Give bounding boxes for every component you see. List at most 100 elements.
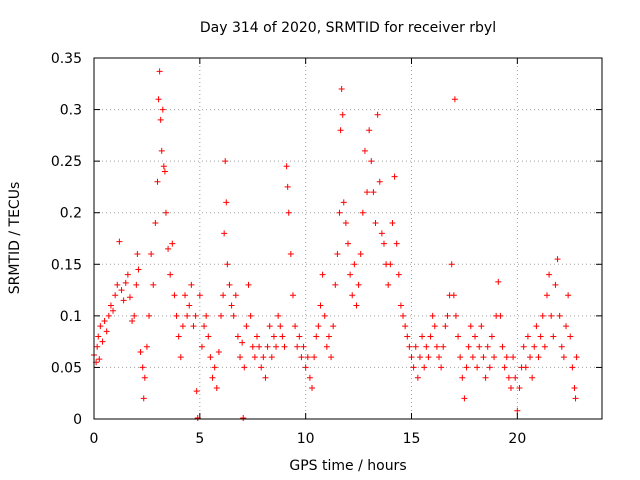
data-point (423, 343, 430, 350)
data-point (402, 323, 409, 330)
data-point (452, 312, 459, 319)
data-point (395, 271, 402, 278)
data-point (207, 354, 214, 361)
data-point (321, 312, 328, 319)
data-point (146, 312, 153, 319)
data-point (529, 374, 536, 381)
data-point (400, 312, 407, 319)
data-point (315, 323, 322, 330)
data-point (167, 271, 174, 278)
y-tick-label: 0.15 (51, 257, 82, 273)
data-point (412, 343, 419, 350)
data-point (300, 343, 307, 350)
data-point (131, 312, 138, 319)
data-point (419, 333, 426, 340)
data-point (256, 343, 263, 350)
data-point (404, 333, 411, 340)
x-tick-label: 10 (297, 431, 315, 447)
data-point (427, 333, 434, 340)
data-point (450, 292, 457, 299)
data-point (442, 323, 449, 330)
data-point (476, 343, 483, 350)
data-point (118, 287, 125, 294)
data-point (436, 354, 443, 361)
data-point (499, 343, 506, 350)
data-point (535, 354, 542, 361)
data-point (135, 266, 142, 273)
data-point (223, 199, 230, 206)
data-point (497, 312, 504, 319)
data-point (105, 312, 112, 319)
data-point (560, 354, 567, 361)
x-tick-label: 15 (403, 431, 421, 447)
data-point (173, 312, 180, 319)
data-point (444, 312, 451, 319)
data-point (457, 354, 464, 361)
data-point (175, 333, 182, 340)
data-point (213, 385, 220, 392)
data-point (510, 354, 517, 361)
data-point (347, 271, 354, 278)
data-point (391, 173, 398, 180)
chart-title: Day 314 of 2020, SRMTID for receiver rby… (200, 20, 496, 36)
data-point (361, 147, 368, 154)
data-point (226, 281, 233, 288)
data-point (222, 158, 229, 165)
data-point (372, 220, 379, 227)
data-point (241, 364, 248, 371)
data-point (421, 364, 428, 371)
data-point (266, 323, 273, 330)
data-point (249, 343, 256, 350)
data-point (190, 323, 197, 330)
data-point (140, 395, 147, 402)
data-point (550, 333, 557, 340)
y-tick-label: 0.35 (51, 51, 82, 67)
data-point (126, 294, 133, 301)
data-point (313, 333, 320, 340)
data-point (465, 343, 472, 350)
data-point (129, 318, 136, 325)
data-point (527, 354, 534, 361)
data-point (522, 364, 529, 371)
data-point (192, 312, 199, 319)
data-point (319, 271, 326, 278)
data-point (296, 333, 303, 340)
data-point (552, 281, 559, 288)
data-point (294, 343, 301, 350)
data-point (505, 374, 512, 381)
data-point (218, 312, 224, 319)
data-point (279, 333, 286, 340)
data-point (165, 245, 172, 252)
data-point (488, 333, 495, 340)
data-point (516, 385, 523, 392)
data-point (283, 163, 290, 170)
data-point (376, 178, 383, 185)
data-point (243, 323, 250, 330)
data-point (539, 312, 546, 319)
data-point (378, 230, 385, 237)
data-point (467, 323, 474, 330)
data-point (277, 323, 284, 330)
data-point (245, 281, 252, 288)
data-point (156, 68, 163, 75)
data-point (162, 209, 169, 216)
data-point (116, 238, 123, 245)
data-point (155, 96, 162, 103)
data-point (480, 354, 487, 361)
data-point (311, 354, 318, 361)
data-point (201, 323, 208, 330)
data-point (429, 312, 436, 319)
data-point (330, 323, 337, 330)
data-point (334, 250, 341, 257)
data-point (537, 333, 544, 340)
data-point (507, 385, 514, 392)
data-point (240, 414, 247, 421)
data-point (387, 261, 394, 268)
data-point (357, 250, 364, 257)
data-point (309, 385, 316, 392)
data-point (389, 220, 396, 227)
data-point (184, 312, 191, 319)
data-point (292, 323, 299, 330)
data-point (573, 354, 580, 361)
data-point (253, 333, 260, 340)
